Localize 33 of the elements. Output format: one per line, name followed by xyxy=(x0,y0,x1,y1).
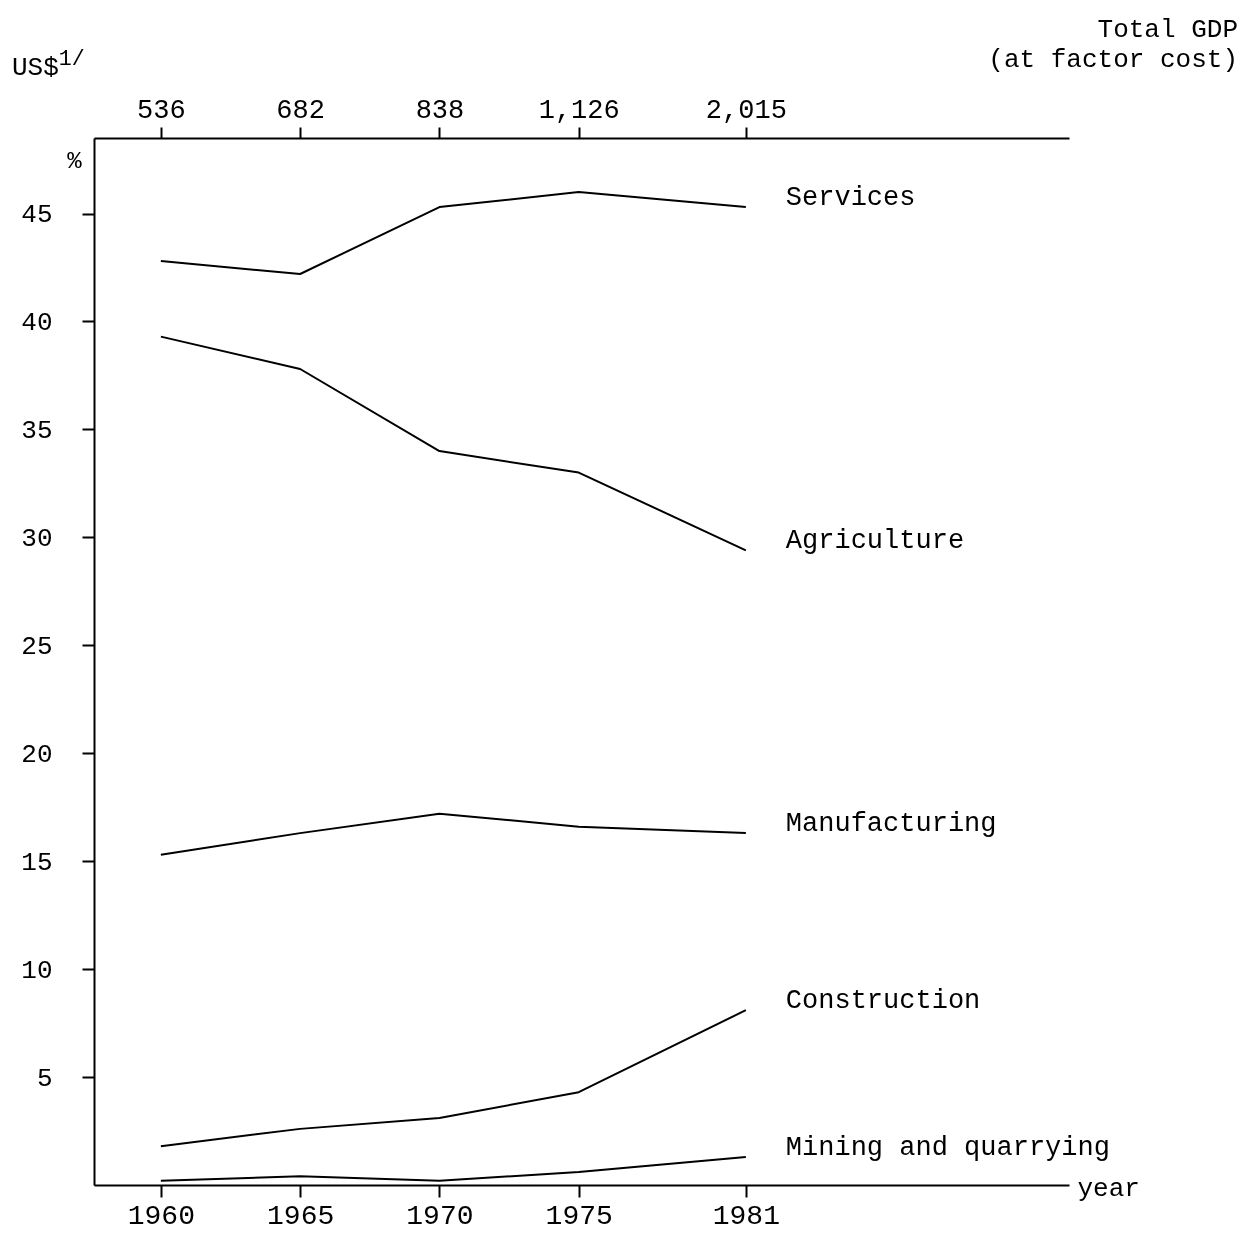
series-label: Manufacturing xyxy=(785,809,997,840)
text: US$$^{1/}$ xyxy=(12,47,85,84)
series-label: Agriculture xyxy=(785,526,965,557)
series-label: Services xyxy=(785,183,916,214)
y-tick-label: 35 xyxy=(21,415,53,446)
line-series xyxy=(159,1155,747,1182)
x-axis-title: year xyxy=(1077,1173,1140,1204)
text: 536 xyxy=(137,95,186,126)
x-tick-label: 1965 xyxy=(267,1200,335,1232)
y-tick-label: 45 xyxy=(21,200,53,231)
line-series xyxy=(159,335,747,552)
y-tick-label: 20 xyxy=(21,739,53,770)
y-tick-label: 40 xyxy=(21,307,53,338)
x-tick-label: 1975 xyxy=(545,1200,613,1232)
series-label: Mining and quarrying xyxy=(785,1132,1110,1163)
text: 682 xyxy=(276,95,325,126)
x-tick-label: 1970 xyxy=(406,1200,474,1232)
y-tick-label: 5 xyxy=(36,1063,53,1094)
line-series xyxy=(159,190,747,275)
y-tick-label: 25 xyxy=(21,631,53,662)
text: 838 xyxy=(415,95,465,126)
x-tick-label: 1960 xyxy=(127,1200,195,1232)
line-series xyxy=(159,1009,747,1148)
y-tick-label: 10 xyxy=(21,955,53,986)
line-series xyxy=(159,812,747,856)
y-tick-label: 15 xyxy=(21,847,53,878)
x-tick-label: 1981 xyxy=(712,1200,780,1232)
series-label: Construction xyxy=(785,986,981,1017)
text: Total GDP (at factor cost) xyxy=(988,15,1238,76)
y-tick-label: 30 xyxy=(21,523,53,554)
y-axis-title: % xyxy=(67,147,83,175)
text: 2,015 xyxy=(705,95,787,126)
text: 1,126 xyxy=(538,95,620,126)
